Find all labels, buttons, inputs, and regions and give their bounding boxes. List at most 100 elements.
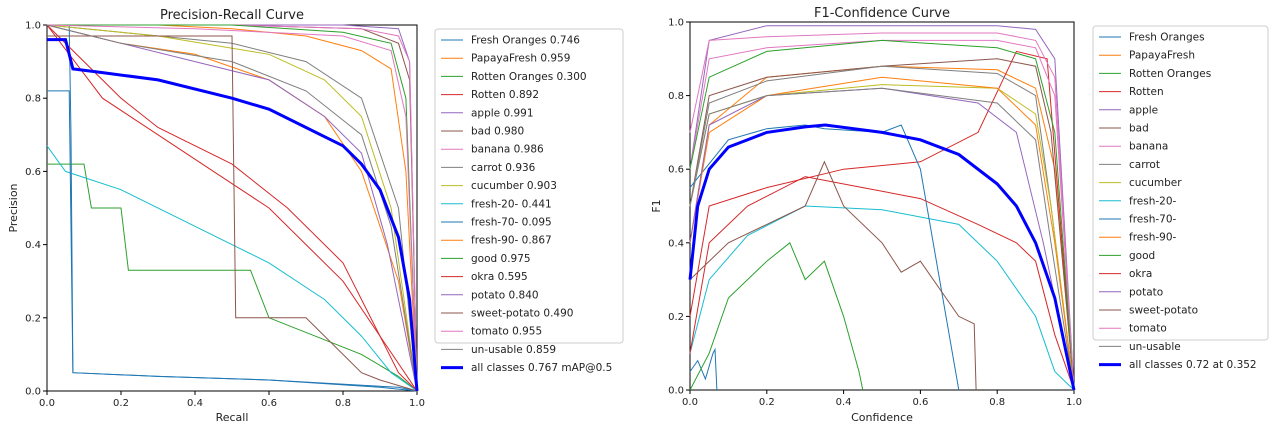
pr-legend-label: Fresh Oranges 0.746 [471,35,580,47]
pr-series-lines [46,24,419,392]
f1-legend-label: cucumber [1129,177,1182,189]
f1-series-line [689,65,1075,391]
f1-legend-label: banana [1129,141,1168,153]
f1-legend-label: Rotten [1129,86,1164,98]
pr-legend-label: PapayaFresh 0.959 [471,53,570,65]
f1-legend-label: fresh-70- [1129,214,1177,226]
f1-legend-label: PapayaFresh [1129,50,1195,62]
f1-y-tick-label: 0.0 [668,386,684,397]
f1-legend-label: Rotten Oranges [1129,68,1211,80]
f1-legend-label: carrot [1129,159,1160,171]
f1-x-tick-label: 0.4 [836,397,852,408]
f1-x-tick-label: 0.2 [759,397,775,408]
pr-series-line [47,35,418,392]
pr-legend-label: carrot 0.936 [471,162,536,174]
pr-legend: Fresh Oranges 0.746 PapayaFresh 0.959 Rott… [434,28,624,374]
pr-series-line [46,145,418,392]
pr-chart-title: Precision-Recall Curve [160,8,304,23]
pr-x-tick-label: 0.8 [335,398,351,409]
f1-x-tick-label: 1.0 [1066,397,1082,408]
pr-x-tick-label: 0.0 [39,398,55,409]
pr-y-ticks: 0.0 0.2 0.4 0.6 0.8 1.0 [25,21,47,398]
f1-legend-label: okra [1129,268,1152,280]
f1-series-line [689,205,1075,391]
f1-legend: Fresh Oranges PapayaFresh Rotten Oranges Ro… [1092,25,1269,371]
pr-legend-label: bad 0.980 [471,126,524,138]
pr-legend-label: apple 0.991 [471,107,534,119]
f1-legend-label: apple [1129,104,1158,116]
f1-x-ticks: 0.0 0.2 0.4 0.6 0.8 1.0 [682,390,1082,408]
pr-series-line [47,24,418,392]
f1-series-line [689,58,1075,391]
f1-series-line [689,50,1075,391]
f1-series-line [689,76,1075,391]
f1-chart: F1-Confidence Curve 0.0 0.2 0.4 0.6 0.8 1.0 0… [650,6,1269,424]
pr-legend-label: Rotten 0.892 [471,89,539,101]
pr-legend-label: banana 0.986 [471,144,544,156]
pr-y-axis-label: Precision [7,183,20,232]
f1-plot-frame [689,21,1075,391]
f1-series-line [689,87,1075,391]
f1-legend-label: potato [1129,286,1163,298]
pr-y-tick-label: 0.0 [25,387,41,398]
f1-x-tick-label: 0.0 [682,397,698,408]
pr-series-line [46,24,418,392]
f1-legend-label: bad [1129,123,1149,135]
f1-y-tick-label: 0.2 [668,312,684,323]
pr-series-line [46,24,418,392]
f1-x-axis-label: Confidence [851,411,913,424]
f1-legend-items: Fresh Oranges PapayaFresh Rotten Oranges Ro… [1099,32,1257,371]
pr-legend-label: potato 0.840 [471,289,539,301]
pr-y-tick-label: 0.4 [25,240,41,251]
f1-y-axis-label: F1 [650,199,663,212]
pr-y-tick-label: 0.6 [25,167,41,178]
pr-series-line [46,24,418,392]
f1-legend-label: tomato [1129,323,1167,335]
f1-series-line [689,124,960,391]
f1-legend-label: un-usable [1129,341,1181,353]
pr-x-tick-label: 0.4 [187,398,203,409]
f1-legend-box [1092,25,1269,341]
pr-series-line [47,24,418,392]
pr-series-line [46,24,418,392]
pr-x-tick-label: 0.6 [261,398,277,409]
pr-x-tick-label: 0.2 [113,398,129,409]
pr-legend-label: un-usable 0.859 [471,344,556,356]
f1-y-tick-label: 1.0 [668,18,684,29]
f1-legend-label: sweet-potato [1129,305,1198,317]
f1-series-line [689,160,977,391]
f1-legend-label: Fresh Oranges [1129,32,1205,44]
f1-series-line [689,39,1075,391]
f1-y-ticks: 0.0 0.2 0.4 0.6 0.8 1.0 [668,18,690,397]
pr-all-classes-line [47,38,419,392]
pr-chart: Precision-Recall Curve 0.0 0.2 0.4 0.6 0.8 1.… [7,8,624,424]
pr-x-axis-label: Recall [216,411,249,424]
pr-legend-label: fresh-20- 0.441 [471,198,552,210]
pr-legend-label: okra 0.595 [471,271,528,283]
f1-y-tick-label: 0.4 [668,238,684,249]
pr-series-line [46,24,418,392]
pr-x-tick-label: 1.0 [409,398,425,409]
pr-y-tick-label: 1.0 [25,21,41,32]
f1-legend-label: fresh-90- [1129,232,1177,244]
f1-legend-label: good [1129,250,1155,262]
f1-series-lines [688,25,1076,391]
f1-series-line [689,39,1075,391]
f1-all-classes-line [688,123,1076,391]
pr-legend-label: cucumber 0.903 [471,180,557,192]
f1-series-line [689,347,718,391]
pr-legend-label: good 0.975 [471,253,531,265]
pr-legend-label: sweet-potato 0.490 [471,308,573,320]
f1-y-tick-label: 0.6 [668,165,684,176]
pr-legend-label: fresh-70- 0.095 [471,217,552,229]
f1-series-line [689,32,1075,391]
f1-legend-label: all classes 0.72 at 0.352 [1129,359,1257,371]
f1-x-tick-label: 0.6 [912,397,928,408]
pr-legend-items: Fresh Oranges 0.746 PapayaFresh 0.959 Rott… [441,35,612,374]
pr-y-tick-label: 0.2 [25,313,41,324]
pr-legend-label: tomato 0.955 [471,326,542,338]
f1-series-line [689,25,1075,391]
pr-legend-label: all classes 0.767 mAP@0.5 [471,362,612,374]
f1-series-line [689,241,864,391]
